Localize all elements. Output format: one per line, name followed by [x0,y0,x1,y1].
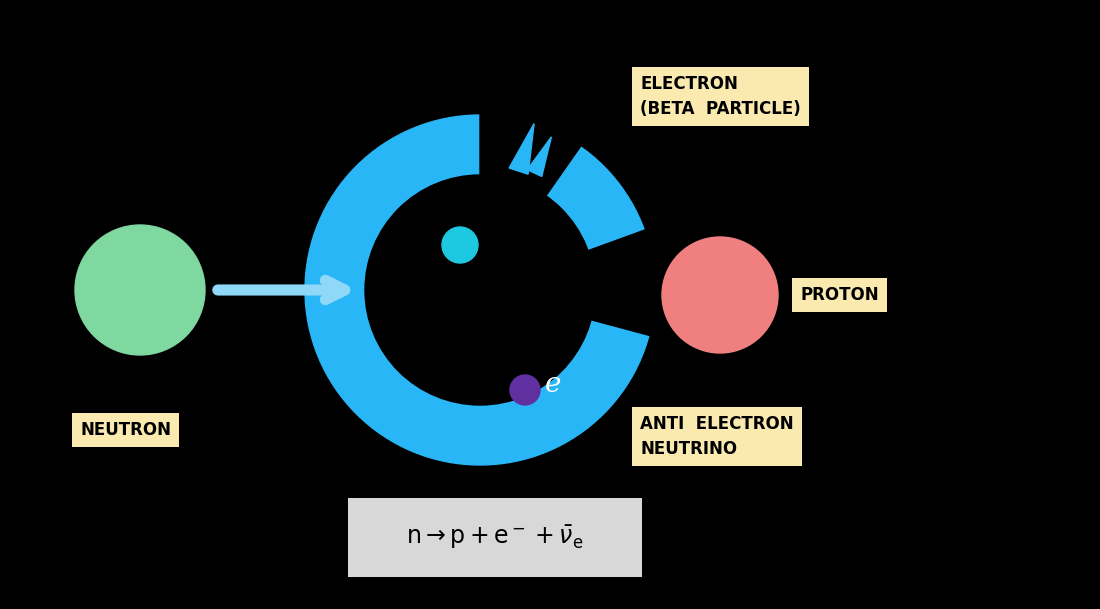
Circle shape [305,115,654,465]
Circle shape [365,175,595,405]
Polygon shape [509,124,535,174]
Text: e: e [544,371,561,398]
Wedge shape [480,110,583,200]
Circle shape [662,237,778,353]
Polygon shape [349,364,389,401]
Text: PROTON: PROTON [800,286,879,304]
FancyBboxPatch shape [348,498,642,577]
Text: $\mathrm{n} \rightarrow \mathrm{p} + \mathrm{e}^- + \bar{\nu}_\mathrm{e}$: $\mathrm{n} \rightarrow \mathrm{p} + \ma… [406,524,584,551]
Text: NEUTRON: NEUTRON [80,421,170,439]
Wedge shape [583,228,660,337]
Polygon shape [372,384,403,418]
Circle shape [75,225,205,355]
Circle shape [442,227,478,263]
Text: ELECTRON
(BETA  PARTICLE): ELECTRON (BETA PARTICLE) [640,75,801,118]
Polygon shape [527,137,551,177]
Text: ANTI  ELECTRON
NEUTRINO: ANTI ELECTRON NEUTRINO [640,415,793,458]
Circle shape [510,375,540,405]
